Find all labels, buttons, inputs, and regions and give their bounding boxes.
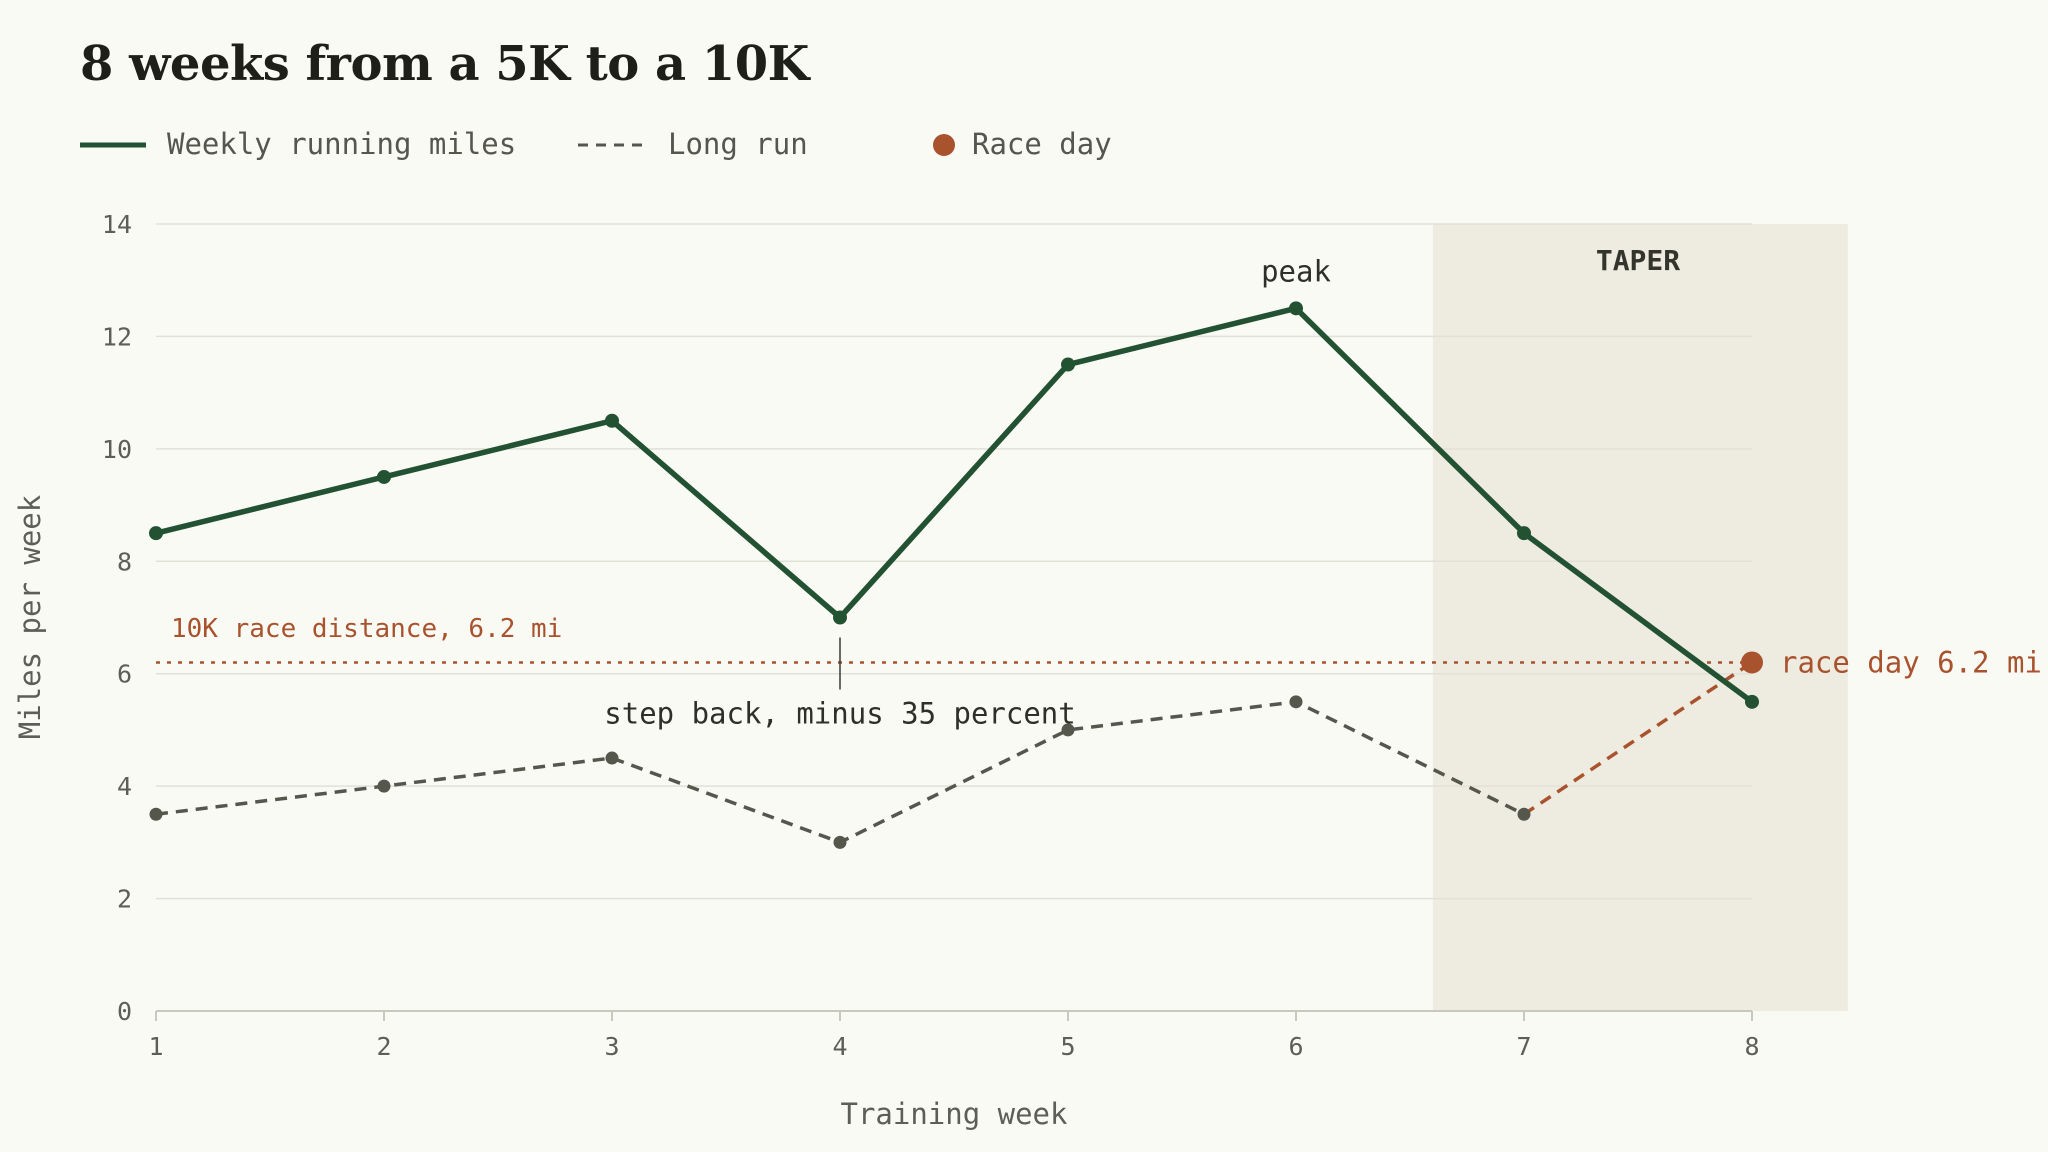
legend-label-race-day: Race day [972,127,1112,161]
y-tick-label: 8 [117,547,132,576]
data-point-weekly-miles [149,526,163,541]
x-tick-label: 2 [376,1032,391,1061]
data-point-long-run [833,835,847,849]
data-point-weekly-miles [1517,526,1531,541]
race-day-label: race day 6.2 mi [1780,645,2042,679]
chart-title: 8 weeks from a 5K to a 10K [80,36,809,92]
y-tick-label: 6 [117,660,132,689]
annotation-step-back: step back, minus 35 percent [604,697,1075,731]
data-point-long-run [1289,695,1303,709]
taper-label: TAPER [1596,244,1680,277]
annotation-peak: peak [1261,254,1331,288]
data-point-long-run [1517,807,1531,821]
y-tick-label: 14 [102,210,132,239]
y-tick-label: 12 [102,322,132,351]
y-axis-title: Miles per week [13,494,47,739]
x-tick-label: 6 [1288,1032,1303,1061]
legend-swatch-race-day [933,134,955,156]
legend: Weekly running miles Long run Race day [80,127,1112,161]
data-point-long-run [149,807,163,821]
y-tick-label: 10 [102,435,132,464]
legend-label-weekly-miles: Weekly running miles [167,127,516,161]
x-tick-label: 5 [1060,1032,1075,1061]
data-point-weekly-miles [833,610,847,625]
data-point-weekly-miles [605,413,619,428]
y-tick-label: 0 [117,997,132,1026]
data-point-long-run [377,779,391,793]
x-tick-label: 7 [1516,1032,1531,1061]
race-day-point [1741,651,1763,674]
data-point-weekly-miles [1061,357,1075,372]
series-line-weekly-miles [153,305,1755,705]
x-tick-label: 3 [604,1032,619,1061]
reference-line-label: 10K race distance, 6.2 mi [171,614,562,644]
data-point-long-run [1061,723,1075,737]
y-tick-label: 2 [117,885,132,914]
legend-label-long-run: Long run [668,127,808,161]
x-tick-label: 8 [1744,1032,1759,1061]
data-point-long-run [605,751,619,765]
x-tick-label: 4 [832,1032,847,1061]
x-tick-label: 1 [148,1032,163,1061]
data-point-weekly-miles [377,469,391,484]
data-point-weekly-miles [1745,694,1759,709]
x-axis-title: Training week [841,1097,1069,1131]
data-point-weekly-miles [1289,301,1303,316]
y-tick-label: 4 [117,772,132,801]
race-day-connector [1523,661,1753,816]
